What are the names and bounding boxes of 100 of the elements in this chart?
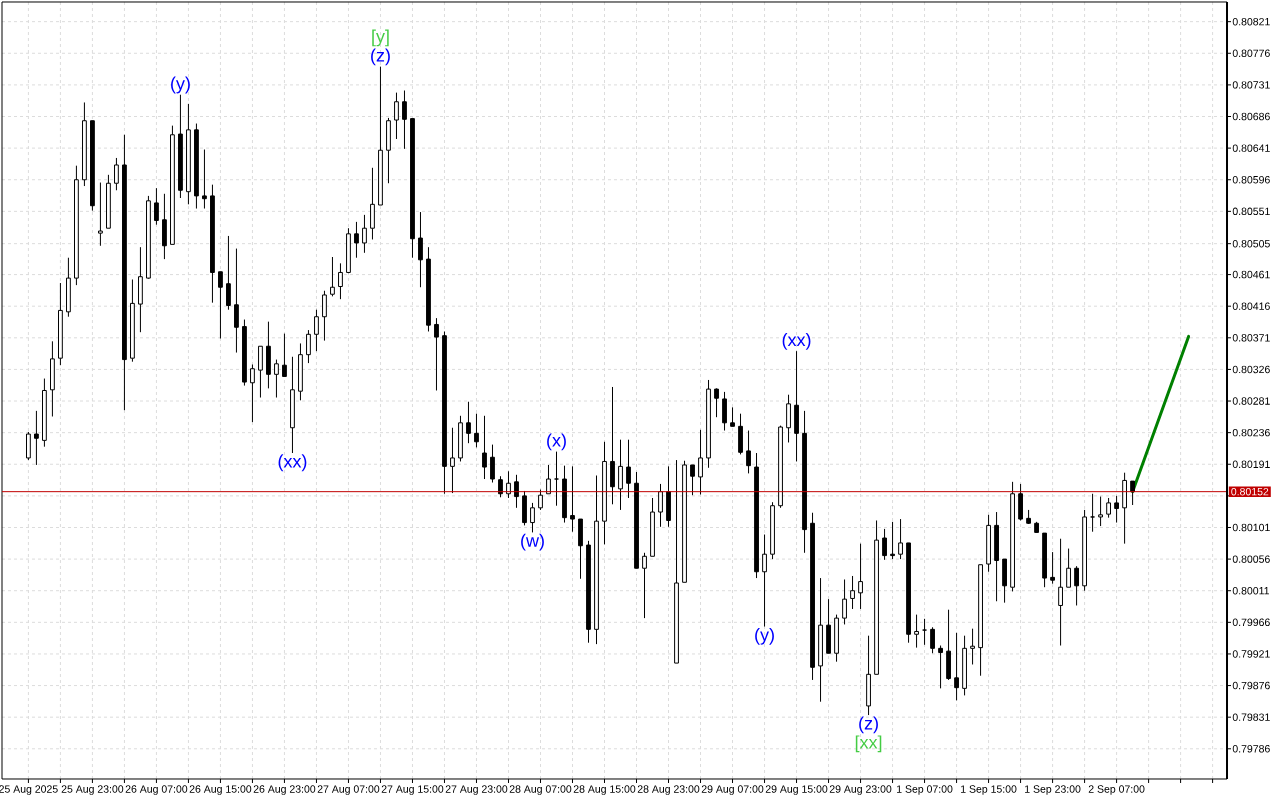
y-tick-label: 0.79831: [1232, 713, 1270, 721]
candlestick: [370, 167, 375, 240]
y-tick-label: 0.80056: [1232, 555, 1270, 563]
x-tick-label: 25 Aug 23:00: [61, 785, 124, 795]
candlestick: [746, 430, 751, 474]
candlestick: [506, 470, 511, 499]
y-tick-label: 0.80011: [1232, 586, 1270, 595]
candlestick: [154, 187, 159, 226]
candlestick: [482, 415, 487, 480]
candlestick: [34, 410, 39, 466]
candlestick: [586, 540, 591, 644]
candlestick: [666, 465, 671, 528]
candlestick: [794, 350, 799, 462]
candlestick: [802, 410, 807, 554]
y-tick-label: 0.80101: [1232, 523, 1270, 532]
x-tick-label: 27 Aug 15:00: [381, 785, 444, 795]
candlestick: [490, 444, 495, 484]
x-tick-label: 1 Sep 15:00: [961, 785, 1017, 795]
candlestick: [122, 134, 127, 411]
candlestick: [562, 465, 567, 524]
candlestick: [178, 94, 183, 199]
candlestick: [634, 471, 639, 569]
candlestick: [946, 609, 951, 681]
y-tick-label: 0.80191: [1232, 460, 1270, 468]
candlestick: [594, 475, 599, 645]
candlestick: [98, 182, 103, 247]
x-tick-label: 1 Sep 23:00: [1025, 785, 1081, 795]
annotation: (w): [521, 533, 544, 551]
candlestick: [450, 427, 455, 494]
x-tick-label: 26 Aug 15:00: [189, 785, 252, 795]
candlestick: [754, 452, 759, 579]
y-tick-label: 0.80686: [1232, 112, 1270, 121]
candlestick: [1018, 483, 1023, 521]
annotation: (z): [371, 48, 390, 66]
candlestick: [226, 235, 231, 311]
candlestick: [850, 575, 855, 610]
x-tick-label: 28 Aug 23:00: [637, 785, 700, 795]
candlestick: [194, 123, 199, 210]
y-tick-label: 0.80416: [1232, 302, 1270, 310]
y-tick-label: 0.80731: [1232, 81, 1270, 89]
candlestick: [306, 329, 311, 364]
candlestick: [738, 413, 743, 455]
annotation: (xx): [278, 454, 307, 472]
candlestick: [354, 221, 359, 259]
candlestick: [218, 271, 223, 340]
y-tick-label: 0.80641: [1232, 144, 1270, 152]
candlestick: [242, 319, 247, 387]
candlestick: [938, 645, 943, 689]
candlestick: [210, 184, 215, 304]
candlestick: [234, 248, 239, 354]
x-tick-label: 2 Sep 07:00: [1088, 785, 1145, 795]
y-tick-label: 0.79921: [1232, 650, 1270, 658]
candlestick: [522, 490, 527, 526]
candlestick: [610, 386, 615, 505]
candlestick: [1082, 509, 1087, 592]
ref-line-label: 0.80152: [1231, 487, 1269, 496]
annotation: (y): [171, 76, 190, 94]
candlestick: [826, 598, 831, 654]
candlestick: [514, 474, 519, 509]
candlestick: [138, 246, 143, 333]
candlestick: [602, 441, 607, 545]
candlestick: [690, 464, 695, 496]
candlestick: [266, 321, 271, 389]
y-tick-label: 0.80596: [1232, 176, 1270, 184]
candlestick: [914, 614, 919, 649]
y-tick-label: 0.80461: [1232, 270, 1270, 279]
annotation: [y]: [372, 29, 389, 47]
y-tick-label: 0.80281: [1232, 397, 1270, 405]
candlestick: [202, 149, 207, 210]
candlestick: [786, 394, 791, 443]
candlestick: [498, 475, 503, 498]
y-tick-label: 0.80236: [1232, 428, 1270, 437]
candlestick: [186, 103, 191, 205]
candlestick: [314, 309, 319, 352]
candlestick: [570, 465, 575, 533]
candlestick: [322, 290, 327, 342]
candlestick: [954, 632, 959, 701]
y-tick-label: 0.80371: [1232, 334, 1270, 342]
candlestick: [466, 401, 471, 444]
candlestick: [722, 391, 727, 432]
y-tick-label: 0.79966: [1232, 618, 1270, 627]
candlestick: [1130, 480, 1135, 506]
x-tick-label: 27 Aug 23:00: [445, 785, 508, 795]
x-tick-label: 28 Aug 07:00: [509, 785, 572, 795]
x-tick-label: 26 Aug 07:00: [125, 785, 188, 795]
x-tick-label: 29 Aug 23:00: [829, 785, 892, 795]
x-tick-label: 1 Sep 07:00: [897, 785, 953, 795]
x-tick-label: 26 Aug 23:00: [253, 785, 316, 795]
candlestick: [530, 502, 535, 533]
candlestick: [338, 262, 343, 300]
candlestick: [618, 439, 623, 511]
candlestick: [1050, 551, 1055, 585]
x-tick-label: 27 Aug 07:00: [317, 785, 380, 795]
candlestick: [282, 333, 287, 377]
y-tick-label: 0.79876: [1232, 681, 1270, 690]
candlestick: [1002, 558, 1007, 604]
x-tick-label: 28 Aug 15:00: [573, 785, 636, 795]
candlestick: [1026, 509, 1031, 525]
candlestick: [930, 626, 935, 654]
x-tick-label: 29 Aug 07:00: [701, 785, 764, 795]
